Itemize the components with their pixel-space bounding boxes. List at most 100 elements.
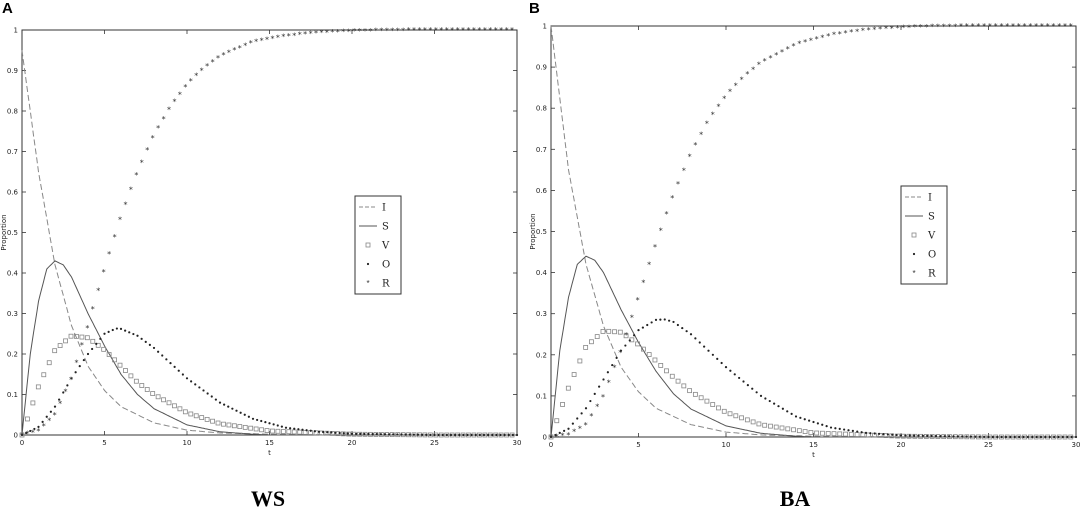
marker-r: *	[861, 27, 865, 36]
marker-v	[744, 417, 750, 423]
marker-o	[1004, 435, 1008, 439]
y-axis-label: Proportion	[0, 214, 8, 250]
marker-v	[669, 373, 675, 379]
marker-v	[221, 421, 226, 427]
marker-v	[166, 400, 172, 406]
marker-o	[511, 433, 514, 437]
legend-label-v: V	[927, 231, 936, 242]
marker-r: *	[699, 130, 703, 139]
marker-v	[74, 333, 79, 339]
marker-r: *	[494, 26, 498, 35]
marker-o	[1066, 435, 1069, 439]
marker-r: *	[936, 22, 940, 31]
marker-o	[317, 430, 321, 433]
marker-r: *	[1017, 22, 1021, 31]
marker-o	[589, 399, 592, 403]
marker-o	[74, 371, 77, 374]
marker-o	[773, 402, 776, 405]
marker-r: *	[74, 359, 78, 368]
marker-o	[264, 421, 267, 424]
marker-r: *	[907, 23, 911, 32]
y-tick-label: 0.2	[536, 351, 547, 359]
marker-r: *	[129, 186, 133, 195]
marker-v	[95, 342, 101, 348]
marker-o	[177, 369, 180, 372]
marker-r: *	[499, 26, 503, 35]
x-tick-label: 0	[20, 439, 24, 447]
legend-swatch-v	[911, 232, 917, 238]
marker-v	[698, 395, 704, 401]
marker-r: *	[1040, 22, 1044, 31]
marker-v	[825, 431, 831, 436]
x-tick-label: 5	[102, 439, 106, 447]
marker-o	[400, 433, 403, 436]
marker-o	[404, 433, 407, 436]
marker-v	[362, 431, 368, 437]
marker-v	[498, 432, 504, 438]
marker-o	[746, 384, 749, 387]
marker-v	[84, 335, 90, 341]
marker-r: *	[641, 278, 645, 287]
y-tick-label: 0.1	[536, 392, 547, 400]
marker-v	[357, 431, 362, 437]
marker-o	[499, 433, 502, 437]
marker-o	[768, 399, 771, 403]
marker-r: *	[844, 29, 848, 38]
marker-r: *	[102, 268, 106, 277]
chart-panel-a: 0 5 10 15 20 25 30 0 0.1 0.2 0.3 0.4 0.5 0.6 0.7 0.8 0.9…	[0, 26, 521, 457]
marker-o	[495, 433, 498, 437]
marker-o	[239, 411, 242, 414]
marker-r: *	[298, 31, 302, 40]
marker-o	[934, 434, 938, 438]
marker-v	[646, 352, 652, 357]
marker-o	[716, 357, 719, 361]
marker-o	[515, 433, 519, 437]
marker-v	[324, 430, 330, 436]
marker-r: *	[815, 35, 819, 44]
marker-o	[961, 435, 964, 438]
y-tick-label: 0.6	[536, 187, 548, 195]
marker-o	[20, 433, 24, 437]
marker-o	[119, 327, 123, 330]
marker-o	[1000, 435, 1003, 439]
marker-r: *	[832, 31, 836, 40]
marker-r: *	[728, 88, 732, 97]
marker-o	[899, 434, 903, 437]
marker-r: *	[107, 250, 111, 259]
y-tick-label: 0.4	[7, 270, 19, 278]
marker-o	[503, 433, 506, 437]
marker-o	[58, 398, 61, 401]
marker-v	[594, 334, 600, 339]
marker-o	[576, 417, 579, 420]
marker-r: *	[96, 286, 100, 295]
marker-o	[611, 363, 614, 367]
marker-r: *	[396, 26, 400, 35]
marker-r: *	[221, 51, 225, 60]
marker-r: *	[786, 45, 790, 54]
marker-v	[773, 424, 779, 430]
marker-v	[253, 426, 259, 432]
marker-o	[908, 434, 911, 437]
plot-frame	[21, 29, 518, 436]
marker-v	[548, 434, 554, 440]
series-i	[550, 25, 1076, 438]
y-tick-label: 0.5	[536, 228, 547, 236]
series-o	[549, 318, 1078, 439]
marker-v	[664, 368, 669, 374]
marker-o	[487, 433, 490, 437]
marker-o	[786, 410, 789, 413]
marker-o	[558, 431, 561, 434]
marker-v	[652, 357, 658, 363]
marker-r: *	[336, 28, 340, 37]
marker-o	[799, 416, 802, 419]
legend-swatch-o	[912, 252, 916, 256]
marker-o	[62, 391, 65, 394]
legend-box	[354, 195, 402, 295]
marker-v	[248, 425, 254, 431]
marker-r: *	[561, 432, 565, 441]
marker-v	[843, 431, 848, 437]
marker-r: *	[838, 30, 842, 39]
marker-v	[750, 419, 756, 425]
marker-v	[854, 432, 860, 437]
legend-label-r: R	[928, 269, 936, 280]
